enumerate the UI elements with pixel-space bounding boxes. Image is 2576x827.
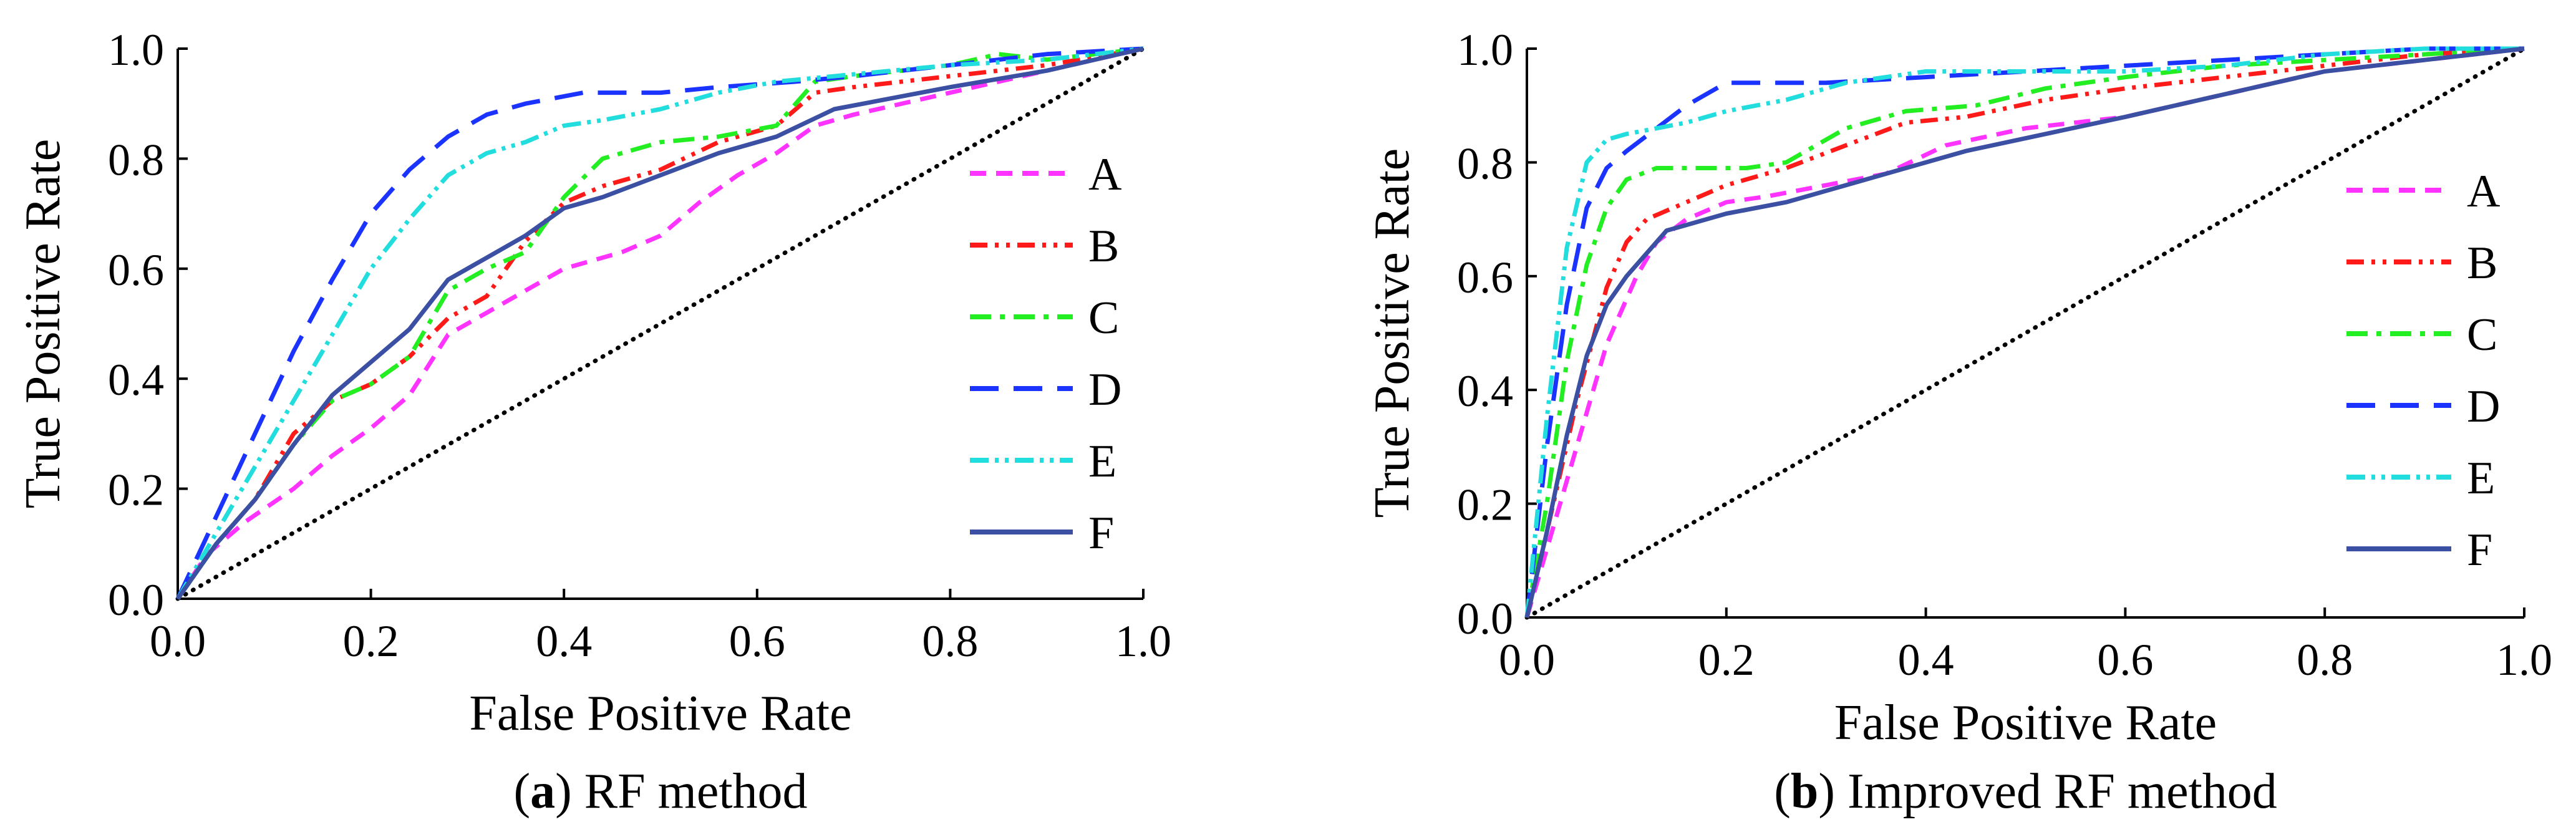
panel-caption: (b) Improved RF method bbox=[1774, 764, 2277, 819]
x-tick-label: 0.0 bbox=[1499, 635, 1555, 685]
chance-diagonal-line bbox=[175, 46, 1146, 601]
y-tick-label: 0.6 bbox=[108, 245, 164, 295]
x-tick-label: 0.4 bbox=[536, 616, 592, 666]
chart-panel-a: 0.0 0.2 0.4 0.6 0.8 1.0 0.0 0.2 0.4 0.6 0.8 1.0 Fals… bbox=[16, 25, 1171, 819]
x-tick-label: 0.2 bbox=[1698, 635, 1755, 685]
y-tick-label: 0.0 bbox=[1457, 594, 1513, 644]
x-tick-label: 0.6 bbox=[2097, 635, 2153, 685]
y-tick-label: 0.2 bbox=[1457, 480, 1513, 530]
panel-caption-letter: b bbox=[1791, 764, 1819, 819]
y-axis-label: True Positive Rate bbox=[1365, 148, 1420, 518]
legend-label-b: B bbox=[2467, 238, 2497, 289]
legend-label-f: F bbox=[2467, 525, 2492, 576]
series-line-f bbox=[176, 46, 1144, 601]
series-line-d bbox=[175, 46, 1144, 600]
panel-caption-letter: a bbox=[530, 764, 555, 819]
series-line-f bbox=[1524, 46, 2525, 618]
x-axis-label: False Positive Rate bbox=[1834, 695, 2217, 750]
legend-label-c: C bbox=[1088, 293, 1119, 344]
x-tick-label: 1.0 bbox=[1115, 616, 1171, 666]
legend-label-e: E bbox=[1088, 436, 1116, 487]
y-axis-label: True Positive Rate bbox=[16, 139, 70, 509]
x-tick-label: 0.8 bbox=[922, 616, 978, 666]
y-tick-label: 0.8 bbox=[1457, 138, 1513, 188]
panel-caption-title: RF method bbox=[584, 764, 808, 819]
series-line-d bbox=[1524, 46, 2524, 618]
x-tick-label: 1.0 bbox=[2496, 635, 2552, 685]
y-tick-label: 1.0 bbox=[108, 25, 164, 75]
legend-label-e: E bbox=[2467, 453, 2495, 504]
y-tick-label: 0.6 bbox=[1457, 253, 1513, 302]
y-tick-label: 0.4 bbox=[108, 355, 164, 405]
x-tick-label: 0.4 bbox=[1898, 635, 1954, 685]
legend-label-a: A bbox=[2467, 166, 2500, 217]
legend-label-d: D bbox=[2467, 381, 2500, 432]
y-tick-label: 0.0 bbox=[108, 575, 164, 625]
legend-label-f: F bbox=[1088, 508, 1114, 559]
y-tick-label: 0.2 bbox=[108, 465, 164, 515]
panel-caption: (a) RF method bbox=[513, 764, 807, 819]
y-tick-label: 1.0 bbox=[1457, 25, 1513, 75]
legend-label-a: A bbox=[1088, 149, 1121, 200]
y-tick-label: 0.8 bbox=[108, 135, 164, 185]
chance-diagonal-line bbox=[1524, 46, 2527, 620]
series-line-e bbox=[1524, 46, 2524, 618]
x-axis-label: False Positive Rate bbox=[469, 686, 851, 741]
chart-panel-b: 0.0 0.2 0.4 0.6 0.8 1.0 0.0 0.2 0.4 0.6 0.8 1.0 Fals… bbox=[1365, 25, 2552, 819]
series-line-e bbox=[175, 46, 1144, 600]
legend-label-b: B bbox=[1088, 221, 1119, 272]
x-tick-label: 0.6 bbox=[729, 616, 785, 666]
x-tick-label: 0.2 bbox=[343, 616, 399, 666]
y-tick-label: 0.4 bbox=[1457, 366, 1513, 416]
panel-caption-title: Improved RF method bbox=[1847, 764, 2277, 819]
x-tick-label: 0.0 bbox=[150, 616, 206, 666]
x-tick-label: 0.8 bbox=[2297, 635, 2353, 685]
legend-label-d: D bbox=[1088, 364, 1121, 415]
legend-label-c: C bbox=[2467, 309, 2497, 360]
